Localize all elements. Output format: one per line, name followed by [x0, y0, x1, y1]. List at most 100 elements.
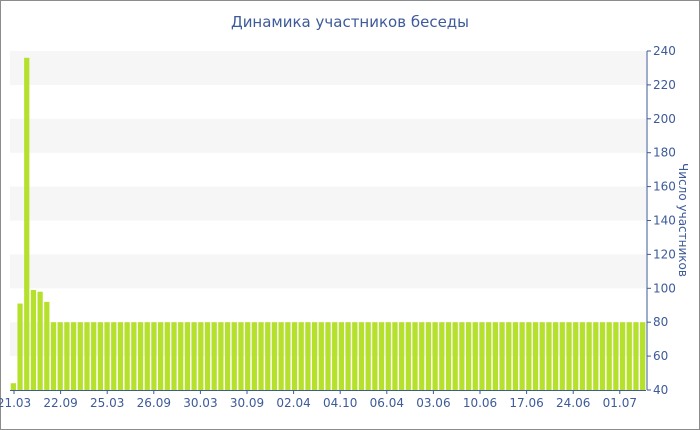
bar	[526, 322, 532, 390]
bar	[606, 322, 612, 390]
bar	[318, 322, 324, 390]
bar	[586, 322, 592, 390]
bar	[245, 322, 251, 390]
bar	[251, 322, 257, 390]
y-axis: 40 60 80 100 120 140 160 180 200 220 240	[646, 44, 676, 397]
bar	[137, 322, 144, 390]
bar	[238, 322, 244, 390]
bar	[231, 322, 237, 390]
bar	[425, 322, 432, 390]
bar	[91, 322, 97, 390]
y-tick-label: 180	[653, 146, 676, 160]
y-tick-label: 140	[653, 214, 676, 228]
bar	[305, 322, 311, 390]
bar	[599, 322, 606, 390]
x-tick-label: 02.04	[276, 396, 310, 410]
bar	[30, 289, 37, 390]
grid-band	[10, 118, 646, 153]
y-tick-label: 220	[653, 78, 676, 92]
bar	[613, 322, 619, 390]
bar	[57, 322, 63, 390]
bar	[332, 322, 338, 390]
x-tick-label: 01.07	[603, 396, 637, 410]
bar	[278, 322, 284, 390]
bar	[64, 322, 70, 390]
bar	[546, 322, 552, 390]
bar	[171, 322, 177, 390]
bar	[345, 322, 351, 390]
bar	[465, 322, 472, 390]
bar	[566, 322, 572, 390]
bar	[472, 322, 478, 390]
bar	[298, 322, 304, 390]
bar	[198, 322, 204, 390]
bar	[338, 322, 345, 390]
bar	[291, 322, 298, 390]
x-tick-label: 30.09	[230, 396, 264, 410]
y-tick-label: 160	[653, 180, 676, 194]
bar	[184, 322, 191, 390]
bar	[372, 322, 378, 390]
x-tick-label: 21.03	[0, 396, 31, 410]
bar	[70, 322, 77, 390]
y-tick-label: 120	[653, 247, 676, 261]
bar	[365, 322, 371, 390]
bar	[486, 322, 492, 390]
bar	[553, 322, 559, 390]
bar	[124, 322, 130, 390]
bar	[311, 322, 318, 390]
bar	[593, 322, 599, 390]
bar	[131, 322, 137, 390]
y-tick-label: 100	[653, 281, 676, 295]
grid-band	[10, 254, 646, 289]
bar	[17, 303, 23, 390]
bar	[405, 322, 411, 390]
bar	[265, 322, 271, 390]
bar	[419, 322, 425, 390]
bar	[559, 322, 565, 390]
x-tick-label: 30.03	[183, 396, 217, 410]
bar	[412, 322, 418, 390]
bar	[144, 322, 150, 390]
bar	[158, 322, 164, 390]
bar	[24, 57, 30, 390]
bar	[479, 322, 485, 390]
x-tick-label: 10.06	[463, 396, 497, 410]
bar	[633, 322, 639, 390]
bar	[358, 322, 365, 390]
bar	[37, 291, 43, 390]
x-tick-label: 03.06	[416, 396, 450, 410]
bar	[111, 322, 117, 390]
x-tick-label: 06.04	[370, 396, 404, 410]
bar	[77, 322, 83, 390]
bar	[191, 322, 197, 390]
bar	[519, 322, 525, 390]
bar	[117, 322, 124, 390]
grid-bands	[10, 51, 646, 357]
bar	[619, 322, 626, 390]
y-tick-label: 200	[653, 112, 676, 126]
y-tick-label: 240	[653, 44, 676, 58]
bar	[271, 322, 278, 390]
bar	[325, 322, 331, 390]
bar	[573, 322, 579, 390]
bar	[492, 322, 498, 390]
bar	[385, 322, 391, 390]
bar	[499, 322, 505, 390]
bar	[44, 301, 50, 390]
bar	[224, 322, 231, 390]
bar	[211, 322, 217, 390]
bar	[439, 322, 445, 390]
bar	[84, 322, 90, 390]
x-tick-label: 22.09	[43, 396, 77, 410]
y-tick-label: 80	[653, 315, 668, 329]
bar	[104, 322, 110, 390]
bar	[258, 322, 264, 390]
x-tick-label: 04.10	[323, 396, 357, 410]
bar	[378, 322, 385, 390]
x-tick-label: 26.09	[137, 396, 171, 410]
bar	[640, 322, 646, 390]
bar	[97, 322, 103, 390]
bar	[452, 322, 458, 390]
